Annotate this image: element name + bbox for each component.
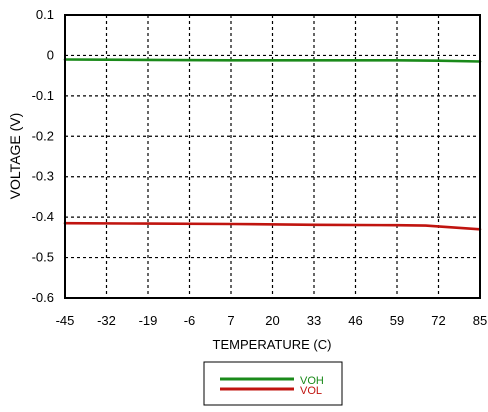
y-tick-label: -0.5 <box>32 250 54 265</box>
series-line-voh <box>63 58 482 63</box>
x-tick-label: -32 <box>97 313 116 328</box>
x-tick-label: -45 <box>56 313 75 328</box>
series-lines <box>63 58 482 231</box>
plot-frame <box>64 14 481 299</box>
axis-ticks: -45 -32 -19 -6 7 20 33 46 59 72 85 0.1 0 -0.1 -0.2 -0.3… <box>32 7 488 328</box>
x-tick-label: 33 <box>307 313 321 328</box>
legend-label-vol: VOL <box>300 385 322 397</box>
x-tick-label: -6 <box>184 313 196 328</box>
x-axis-label: TEMPERATURE (C) <box>213 337 332 352</box>
legend: VOH VOL <box>203 361 343 406</box>
x-tick-label: 85 <box>473 313 487 328</box>
series-line-vol <box>63 221 482 231</box>
y-tick-label: 0 <box>47 47 54 62</box>
y-tick-label: -0.6 <box>32 290 54 305</box>
legend-box <box>203 361 343 406</box>
x-tick-label: 46 <box>348 313 362 328</box>
legend-label-voh: VOH <box>300 375 324 387</box>
y-tick-label: -0.2 <box>32 128 54 143</box>
x-tick-label: 7 <box>227 313 234 328</box>
x-tick-label: 59 <box>390 313 404 328</box>
x-tick-label: 72 <box>431 313 445 328</box>
grid-lines <box>65 15 480 298</box>
y-tick-label: 0.1 <box>36 7 54 22</box>
y-tick-label: -0.1 <box>32 88 54 103</box>
x-tick-label: 20 <box>265 313 279 328</box>
x-tick-label: -19 <box>139 313 158 328</box>
y-axis-label: VOLTAGE (V) <box>7 113 23 200</box>
y-tick-label: -0.3 <box>32 169 54 184</box>
y-tick-label: -0.4 <box>32 209 54 224</box>
